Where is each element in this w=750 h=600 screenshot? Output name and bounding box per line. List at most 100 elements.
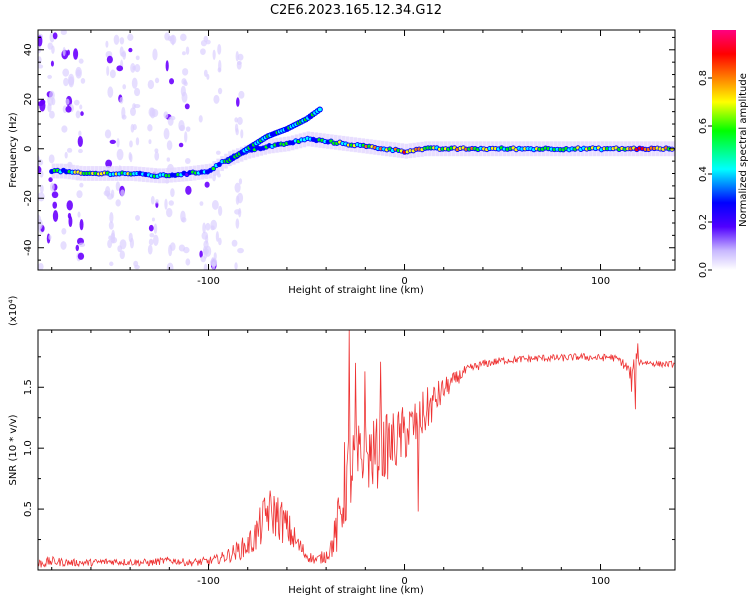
spectrogram-noise-speckle [147,124,153,132]
spectrogram-noise-speckle [134,264,140,270]
spectrogram-noise-speckle [151,217,155,222]
spectrogram-noise-speckle [212,49,216,60]
spectrogram-noise-speckle [218,237,222,246]
spectrogram-noise-speckle [234,209,241,215]
spectrogram-noise-speckle [130,107,136,117]
spectrogram-noise-speckle [52,32,58,40]
snr-frame [37,329,676,571]
spectrogram-x-tick-label: -100 [197,276,220,287]
spectrogram-noise-speckle [164,32,170,41]
spectrogram-y-tick-label: 0 [23,146,34,152]
spectrogram-noise-speckle [135,215,140,221]
spectrogram-noise-speckle [231,239,238,247]
spectrogram-noise-speckle [120,189,125,197]
spectrogram-noise-speckle [48,234,52,240]
spectrogram-noise-speckle [166,262,174,270]
spectrogram-noise-speckle [77,135,83,148]
spectrogram-noise-speckle [60,30,67,36]
spectrogram-noise-speckle [182,68,189,76]
figure-title: C2E6.2023.165.12.34.G12 [270,3,442,18]
spectrogram-noise-speckle [60,241,67,250]
spectrogram-noise-speckle [66,49,70,56]
snr-x-label: Height of straight line (km) [288,585,424,596]
spectrogram-noise-speckle [149,233,155,238]
spectrogram-noise-speckle [148,139,152,145]
spectrogram-noise-speckle [119,96,124,104]
spectrogram-noise-speckle [148,107,155,117]
spectrogram-noise-speckle [211,199,219,210]
spectrogram-noise-speckle [236,97,240,107]
spectrogram-ticks: -100 0 100 -40 -20 0 20 40 [23,30,675,287]
spectrogram-noise-speckle [116,137,120,148]
spectrogram-noise-speckle [237,247,244,254]
spectrogram-noise-speckle [113,34,120,45]
spectrogram-noise-speckle [108,221,114,230]
spectrogram-noise-speckle [180,210,186,223]
spectrogram-x-label: Height of straight line (km) [288,285,424,296]
spectrogram-noise-speckle [165,60,169,72]
spectrogram-noise-speckle [109,69,116,79]
spectrogram-y-tick-label: -40 [23,240,34,256]
spectrogram-noise-speckle [116,148,124,161]
snr-y-tick-label: 0.5 [23,501,34,517]
spectrogram-noise-speckle [169,242,176,251]
spectrogram-noise-speckle [78,58,84,64]
spectrogram-noise-speckle [210,258,217,267]
spectrogram-y-tick-label: -20 [23,190,34,206]
spectrogram-noise-speckle [47,42,53,50]
spectrogram-noise-speckle [218,205,223,216]
snr-plot-area [38,330,675,568]
spectrogram-x-tick-label: 0 [401,276,407,287]
spectrogram-noise-speckle [62,46,66,57]
spectrogram-noise-speckle [199,201,204,206]
spectrogram-noise-speckle [178,142,184,148]
spectrogram-noise-speckle [67,73,75,86]
spectrogram-noise-speckle [38,192,45,202]
spectrogram-noise-speckle [210,225,215,231]
spectrogram-noise-speckle [135,55,140,61]
spectrogram-noise-speckle [200,48,206,55]
spectrogram-noise-speckle [109,261,114,267]
snr-y-label: SNR (10 * v/v) [8,414,19,485]
snr-y-tick-label: 1.5 [23,379,34,395]
spectrogram-noise-speckle [237,116,243,125]
spectrogram-noise-speckle [185,46,190,55]
spectrogram-noise-speckle [170,188,175,198]
spectrogram-noise-speckle [75,244,79,252]
spectrogram-noise-speckle [203,249,208,259]
spectrogram-noise-speckle [163,111,169,119]
spectrogram-noise-speckle [104,129,112,139]
spectrogram-noise-speckle [135,137,140,146]
colorbar-label: Normalized spectral amplitude [738,73,749,227]
spectrogram-noise-speckle [185,258,191,266]
spectrogram-noise-speckle [116,65,124,72]
spectrogram-noise-speckle [73,99,80,106]
spectrogram-noise-speckle [77,211,81,218]
spectrogram-noise-speckle [47,74,53,79]
spectrogram-noise-speckle [78,148,83,154]
spectrogram-noise-speckle [204,181,210,188]
spectrogram-noise-speckle [127,33,134,41]
spectrogram-noise-speckle [234,262,238,270]
spectrogram-noise-speckle [73,48,79,60]
spectrogram-noise-speckle [153,223,158,234]
spectrogram-noise-speckle [235,128,239,136]
spectrogram-noise-speckle [52,201,58,209]
spectrogram-noise-speckle [168,200,174,206]
spectrogram-noise-speckle [115,199,121,207]
spectrogram-noise-speckle [75,110,81,119]
spectrogram-noise-speckle [217,87,223,95]
spectrogram-noise-speckle [61,227,67,235]
spectrogram-noise-speckle [185,185,192,195]
spectrogram-noise-speckle [183,79,187,85]
spectrogram-noise-speckle [169,78,175,85]
spectrogram-noise-speckle [152,48,158,61]
spectrogram-noise-speckle [131,77,138,89]
spectrogram-noise-speckle [235,218,240,229]
spectrogram-noise-speckle [166,157,171,162]
spectrogram-noise-speckle [181,91,188,103]
spectrogram-noise-speckle [109,139,116,144]
spectrogram-noise-speckle [217,43,222,55]
spectrogram-ridge-cell [211,167,216,171]
spectrogram-noise-speckle [182,51,186,56]
